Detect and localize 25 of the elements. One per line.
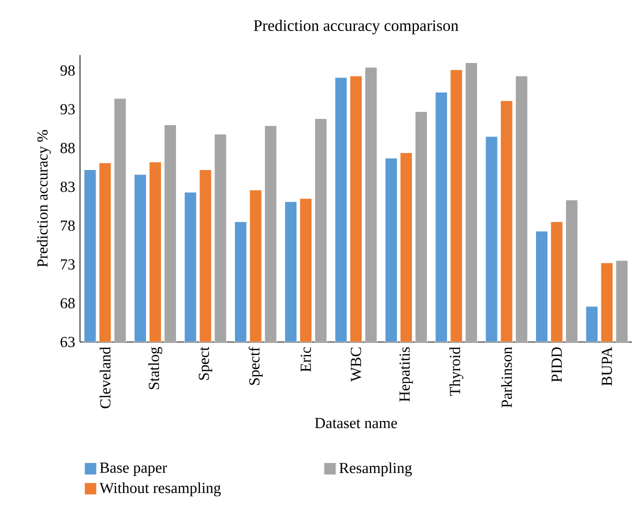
x-tick-label: Statlog bbox=[148, 346, 162, 390]
legend-label: Without resampling bbox=[99, 482, 221, 496]
x-tick-label: WBC bbox=[350, 348, 362, 382]
y-tick-label: 88 bbox=[60, 142, 75, 154]
x-tick-label: PIDD bbox=[552, 347, 562, 382]
x-tick-label: Hepatitis bbox=[399, 347, 413, 402]
x-tick-label: Spectf bbox=[248, 346, 263, 385]
y-tick-label: 68 bbox=[60, 298, 75, 308]
legend-label: Resampling bbox=[339, 462, 412, 476]
x-tick-label: Eric bbox=[300, 347, 311, 372]
x-tick-label: BUPA bbox=[602, 346, 612, 386]
x-axis-title: Dataset name bbox=[314, 418, 397, 428]
x-tick-label: Thyroid bbox=[449, 346, 464, 396]
y-tick-label: 93 bbox=[60, 104, 75, 114]
y-tick-label: 73 bbox=[60, 259, 75, 270]
y-tick-label: 98 bbox=[60, 65, 75, 76]
y-tick-label: 78 bbox=[60, 220, 75, 231]
x-tick-label: Cleveland bbox=[100, 346, 110, 408]
chart-title: Prediction accuracy comparison bbox=[254, 20, 458, 34]
x-tick-label: Parkinson bbox=[501, 346, 512, 408]
y-tick-label: 83 bbox=[60, 182, 75, 192]
y-tick-label: 63 bbox=[60, 336, 75, 348]
legend-label: Base paper bbox=[100, 462, 168, 476]
x-tick-label: Spect bbox=[198, 346, 212, 380]
y-axis-title: Prediction accuracy % bbox=[36, 130, 51, 268]
